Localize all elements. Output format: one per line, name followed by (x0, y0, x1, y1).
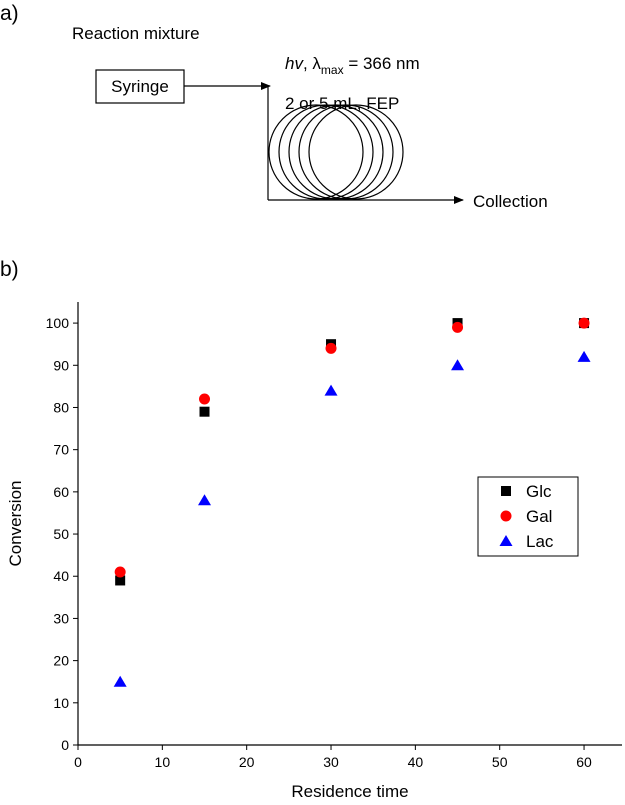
light-lambda: , λ (303, 54, 321, 73)
point (452, 321, 464, 333)
y-tick-label: 30 (53, 610, 69, 626)
x-tick-label: 30 (323, 754, 339, 770)
y-tick-label: 70 (53, 442, 69, 458)
light-value: = 366 nm (344, 54, 420, 73)
light-sub: max (321, 63, 344, 77)
x-tick-label: 20 (239, 754, 255, 770)
y-tick-label: 60 (53, 484, 69, 500)
x-tick-label: 40 (408, 754, 424, 770)
y-tick-label: 50 (53, 526, 69, 542)
coil (267, 86, 404, 200)
point (325, 342, 337, 354)
legend-marker (500, 510, 512, 522)
x-tick-label: 0 (74, 754, 82, 770)
x-axis-label: Residence time (291, 782, 408, 801)
point (199, 406, 210, 417)
y-tick-label: 40 (53, 568, 69, 584)
light-hv: hv (285, 54, 304, 73)
reactor-label: 2 or 5 mL, FEP (285, 94, 399, 113)
plot: 0 10 20 30 40 50 60 70 80 90 100 0 10 20 30 40 50 60 Resid… (6, 302, 622, 801)
y-tick-label: 100 (46, 315, 70, 331)
y-axis-label: Conversion (6, 481, 25, 567)
point (199, 393, 211, 405)
y-tick-label: 20 (53, 653, 69, 669)
legend-box (477, 476, 579, 557)
legend-label: Glc (526, 482, 552, 501)
output-label: Collection (473, 192, 548, 211)
legend-marker (501, 486, 511, 496)
x-tick-label: 60 (576, 754, 592, 770)
point (324, 384, 338, 396)
point (114, 566, 126, 578)
legend-marker (499, 535, 513, 546)
legend-label: Lac (526, 532, 554, 551)
point (198, 494, 212, 506)
panel-label: b) (0, 258, 19, 281)
panel-label: a) (0, 2, 19, 25)
point (113, 675, 127, 687)
y-tick-label: 90 (53, 357, 69, 373)
x-tick-label: 50 (492, 754, 508, 770)
syringe-label: Syringe (111, 77, 169, 96)
point (577, 350, 591, 362)
y-tick-label: 0 (61, 737, 69, 753)
point (451, 359, 465, 371)
input-label: Reaction mixture (72, 24, 200, 43)
y-tick-label: 80 (53, 399, 69, 415)
y-tick-label: 10 (53, 695, 69, 711)
light-label: hv, λmax = 366 nm (285, 54, 420, 77)
legend-label: Gal (526, 507, 552, 526)
point (115, 575, 126, 586)
point (578, 317, 590, 329)
x-tick-label: 10 (155, 754, 171, 770)
